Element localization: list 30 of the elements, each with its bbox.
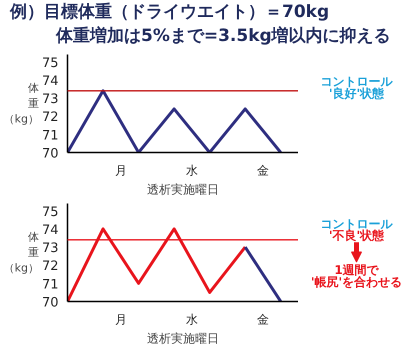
x-axis-title: 透析実施曜日 [147, 182, 219, 196]
text: '不良'状態 [328, 228, 386, 243]
y-tick-label: 73 [42, 241, 59, 256]
y-tick-label: 72 [42, 259, 59, 274]
x-tick-label: 水 [186, 164, 198, 178]
y-tick-label: 72 [42, 110, 59, 126]
text: '帳尻'を合わせる [310, 274, 402, 289]
y-axis-title: 体重（kg） [4, 230, 39, 275]
x-tick-label: 水 [186, 312, 198, 326]
y-tick-label: 70 [42, 296, 59, 310]
x-axis-title: 透析実施曜日 [147, 332, 219, 346]
y-tick-label: 71 [42, 277, 59, 292]
x-tick-label: 金 [256, 164, 269, 178]
x-tick-label: 月 [114, 164, 127, 178]
text: '良好'状態 [328, 86, 386, 100]
y-tick-label: 73 [42, 92, 59, 108]
chart-subtitle: 体重増加は5%まで=3.5kg増以内に抑える [56, 25, 391, 48]
y-tick-label: 75 [42, 204, 59, 220]
line-series [68, 89, 282, 152]
y-tick-label: 74 [42, 222, 59, 238]
y-tick-label: 74 [42, 74, 59, 89]
text: 1週間で [334, 262, 380, 277]
y-tick-label: 75 [42, 56, 59, 71]
text: コントロール [320, 74, 394, 88]
x-tick-label: 月 [114, 312, 127, 326]
y-tick-label: 70 [42, 146, 59, 162]
y-tick-label: 71 [42, 128, 59, 144]
y-axis-title: 体重（kg） [4, 81, 39, 126]
chart-title: 例）目標体重（ドライウエイト）＝70kg [10, 1, 330, 24]
x-tick-label: 金 [256, 312, 269, 326]
